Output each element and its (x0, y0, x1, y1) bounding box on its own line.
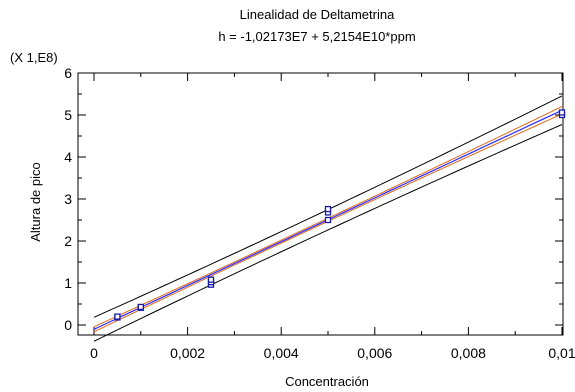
chart-title: Linealidad de Deltametrina (240, 7, 395, 22)
data-point (137, 303, 144, 311)
x-tick-label: 0,01 (548, 345, 575, 361)
x-tick-label: 0,008 (451, 345, 486, 361)
axes: 0 1 2 3 4 5 6 0 0,002 0,004 0,006 0,008 0,01 (64, 65, 575, 361)
y-multiplier-label: (X 1,E8) (10, 50, 58, 65)
data-points (114, 109, 566, 321)
y-tick-label: 6 (64, 65, 72, 81)
data-point (324, 205, 332, 213)
y-tick-label: 3 (64, 191, 72, 207)
y-tick-label: 5 (64, 107, 72, 123)
y-tick-label: 4 (64, 149, 72, 165)
x-tick-label: 0,002 (170, 345, 205, 361)
data-point (324, 216, 332, 224)
x-tick-label: 0,006 (357, 345, 392, 361)
y-axis-label: Altura de pico (28, 162, 43, 242)
confidence-band-upper (93, 106, 563, 328)
x-axis-label: Concentración (285, 374, 369, 389)
data-point (558, 109, 566, 116)
data-point (207, 276, 215, 283)
y-tick-label: 2 (64, 233, 72, 249)
plot-frame (77, 72, 564, 336)
x-tick-label: 0 (90, 345, 98, 361)
chart-subtitle: h = -1,02173E7 + 5,2154E10*ppm (218, 29, 415, 44)
prediction-band-lower (93, 124, 563, 342)
data-point (114, 313, 121, 320)
y-tick-label: 1 (64, 275, 72, 291)
x-tick-label: 0,004 (264, 345, 299, 361)
y-tick-label: 0 (64, 317, 72, 333)
